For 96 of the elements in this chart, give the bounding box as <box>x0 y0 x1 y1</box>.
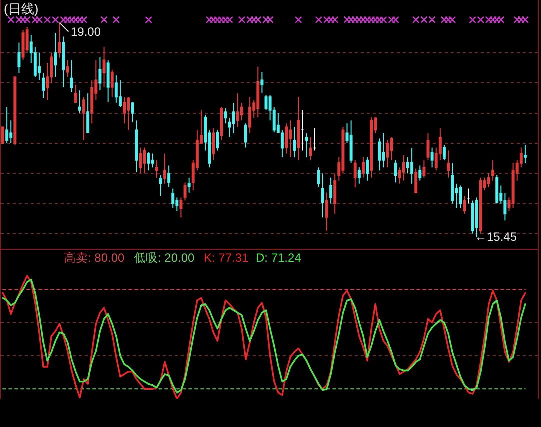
candlestick <box>326 192 328 232</box>
candlestick <box>114 74 118 104</box>
candlestick <box>244 123 248 148</box>
candlestick <box>496 174 499 204</box>
candlestick <box>459 185 462 208</box>
candlestick <box>42 72 46 99</box>
candlestick <box>305 132 308 158</box>
candlestick <box>58 22 62 58</box>
candlestick <box>451 162 454 204</box>
candlestick <box>155 160 158 178</box>
annotation: 19.00 <box>71 25 102 39</box>
candlestick <box>479 177 482 234</box>
candlestick <box>151 153 154 168</box>
candlestick <box>366 156 369 182</box>
candlestick <box>309 136 312 161</box>
candlestick <box>184 182 187 202</box>
candlestick <box>216 130 220 152</box>
candlestick <box>350 120 353 164</box>
candlestick <box>159 174 162 196</box>
candlestick <box>358 167 361 184</box>
candlestick <box>143 147 146 174</box>
candlestick <box>86 92 90 134</box>
candlestick <box>317 167 320 188</box>
candlestick <box>22 30 25 61</box>
candlestick <box>6 106 9 144</box>
candlestick <box>463 195 466 215</box>
candlestick <box>236 92 240 128</box>
candlestick <box>313 128 316 152</box>
candlestick <box>220 106 224 141</box>
candlestick <box>321 173 324 218</box>
candlestick <box>248 96 252 134</box>
candlestick <box>418 165 422 182</box>
annotation: ←15.45 <box>475 230 518 244</box>
candlestick <box>18 42 21 74</box>
candlestick <box>301 110 304 152</box>
candlestick <box>180 197 183 218</box>
candlestick <box>362 156 365 178</box>
candlestick <box>297 96 300 161</box>
candlestick <box>66 60 70 78</box>
candlestick <box>382 132 386 168</box>
candlestick <box>330 177 333 204</box>
candlestick <box>232 102 236 134</box>
candlestick <box>386 140 390 168</box>
candlestick <box>118 80 122 108</box>
candlestick <box>78 90 82 114</box>
candlestick <box>370 117 374 178</box>
candlestick <box>139 147 142 174</box>
candlestick <box>110 69 114 98</box>
candlestick <box>260 72 264 94</box>
candlestick <box>102 46 106 88</box>
candlestick <box>172 188 175 208</box>
candlestick <box>285 123 288 154</box>
candlestick <box>488 173 490 188</box>
candlestick <box>471 200 474 234</box>
candlestick <box>334 173 337 215</box>
candlestick <box>256 66 260 118</box>
candlestick <box>414 168 418 194</box>
candlestick <box>168 165 171 188</box>
candlestick <box>127 96 130 131</box>
text: 高卖: 80.00 <box>64 251 126 265</box>
candlestick <box>2 126 5 144</box>
candlestick <box>475 197 478 238</box>
candlestick <box>164 153 167 184</box>
candlestick <box>224 108 228 124</box>
text: K: 77.31 <box>204 251 250 265</box>
candlestick <box>410 148 414 184</box>
candlestick <box>98 56 102 91</box>
text: 低吸: 20.00 <box>134 251 196 265</box>
candlestick <box>106 60 110 103</box>
candlestick <box>442 144 446 161</box>
candlestick <box>70 60 74 93</box>
candlestick <box>135 120 138 173</box>
candlestick <box>430 147 434 168</box>
candlestick <box>447 150 450 178</box>
candlestick <box>512 162 515 208</box>
chart-title: (日线) <box>4 2 39 17</box>
candlestick <box>422 160 426 178</box>
candlestick <box>354 160 357 188</box>
candlestick <box>74 84 78 104</box>
candlestick <box>14 76 17 146</box>
candlestick <box>524 144 527 164</box>
candlestick <box>467 188 470 204</box>
candlestick <box>289 120 292 158</box>
candlestick <box>293 126 296 158</box>
candlestick <box>131 102 134 123</box>
candlestick <box>402 155 406 182</box>
candlestick <box>188 177 191 194</box>
candlestick <box>426 132 430 161</box>
candlestick <box>394 160 398 184</box>
candlestick <box>212 128 216 161</box>
candlestick <box>62 36 66 88</box>
text: D: 71.24 <box>256 251 302 265</box>
candlestick <box>147 152 150 172</box>
candlestick <box>82 96 86 141</box>
candlestick <box>492 160 495 182</box>
candlestick <box>54 32 58 78</box>
